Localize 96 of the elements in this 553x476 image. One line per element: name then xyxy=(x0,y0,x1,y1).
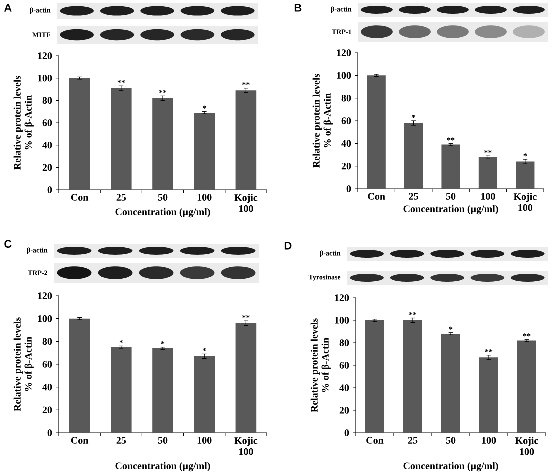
y-tick-label: 40 xyxy=(342,140,352,148)
y-tick-label: 80 xyxy=(342,94,352,102)
y-tick-label: 60 xyxy=(342,118,352,124)
y-tick-label: 20 xyxy=(42,164,52,172)
bar xyxy=(69,318,90,433)
annotation: * xyxy=(202,348,206,352)
x-axis-title: Concentration (µg/ml) xyxy=(116,208,210,218)
bar xyxy=(111,88,132,190)
x-tick-label: Kojic 100 xyxy=(516,437,538,456)
x-axis-title: Concentration (µg/ml) xyxy=(404,205,498,215)
y-tick-label: 0 xyxy=(346,186,352,192)
annotation: ** xyxy=(159,90,167,94)
bar xyxy=(480,358,499,433)
annotation: ** xyxy=(447,138,455,141)
y-tick-label: 20 xyxy=(342,162,352,170)
annotation: ** xyxy=(409,312,417,316)
x-tick-label: 25 xyxy=(116,437,126,444)
annotation: * xyxy=(524,154,528,157)
y-tick-label: 80 xyxy=(340,340,350,346)
y-tick-label: 100 xyxy=(38,315,52,322)
y-tick-label: 0 xyxy=(48,186,52,194)
bar xyxy=(518,340,537,433)
y-tick-label: 0 xyxy=(48,430,52,436)
annotation: * xyxy=(449,326,453,330)
x-tick-label: Kojic 100 xyxy=(514,193,537,212)
chart-title: C xyxy=(4,240,12,248)
y-tick-label: 100 xyxy=(38,74,52,82)
y-axis-title: Relative protein levels % of β-Actin xyxy=(312,74,333,168)
chart-title: D xyxy=(284,242,292,250)
x-tick-label: 50 xyxy=(158,437,168,444)
y-tick-label: 60 xyxy=(42,120,52,126)
annotation: * xyxy=(202,106,206,109)
annotation: * xyxy=(161,341,165,344)
bar xyxy=(236,323,257,433)
x-tick-label: Con xyxy=(366,437,384,444)
y-tick-label: 120 xyxy=(337,50,352,56)
y-tick-label: 120 xyxy=(38,292,52,300)
x-tick-label: 25 xyxy=(116,194,126,201)
bar xyxy=(366,320,385,433)
annotation: * xyxy=(412,115,416,118)
x-tick-label: Kojic 100 xyxy=(234,194,258,212)
y-tick-label: 120 xyxy=(38,52,52,60)
x-tick-label: 100 xyxy=(482,437,496,444)
annotation: ** xyxy=(523,334,531,337)
chart-title: A xyxy=(4,4,12,12)
y-tick-label: 40 xyxy=(42,142,52,149)
annotation: ** xyxy=(118,80,126,84)
x-tick-label: Con xyxy=(71,194,89,201)
y-tick-label: 60 xyxy=(42,361,52,368)
y-tick-label: 80 xyxy=(42,338,52,346)
bar xyxy=(194,356,215,433)
x-axis-title: Concentration (µg/ml) xyxy=(116,462,210,472)
bar xyxy=(152,98,174,190)
y-tick-label: 60 xyxy=(340,362,350,369)
y-tick-label: 20 xyxy=(340,407,350,414)
x-tick-label: Kojic 100 xyxy=(234,437,258,456)
x-tick-label: 50 xyxy=(446,437,456,444)
x-tick-label: 50 xyxy=(158,194,168,201)
annotation: ** xyxy=(484,150,492,154)
bar xyxy=(478,157,498,189)
bar xyxy=(404,320,423,433)
y-tick-label: 40 xyxy=(340,384,350,392)
bar xyxy=(516,162,535,189)
x-axis-title: Concentration (µg/ml) xyxy=(404,462,498,472)
annotation: * xyxy=(120,340,124,344)
x-tick-label: 25 xyxy=(408,437,418,444)
x-tick-label: 100 xyxy=(198,194,212,201)
y-tick-label: 100 xyxy=(335,317,350,324)
annotation: ** xyxy=(485,349,493,352)
y-tick-label: 0 xyxy=(344,430,350,436)
bar xyxy=(442,144,460,189)
y-axis-title: Relative protein levels % of β-Actin xyxy=(14,318,34,412)
x-tick-label: 25 xyxy=(409,193,418,200)
y-tick-label: 40 xyxy=(42,384,52,391)
bar xyxy=(152,348,174,433)
annotation: ** xyxy=(242,82,250,86)
bar xyxy=(111,347,132,433)
bar xyxy=(442,334,461,433)
y-tick-label: 80 xyxy=(42,97,52,104)
y-tick-label: 120 xyxy=(335,294,350,302)
bar xyxy=(367,76,386,189)
x-tick-label: 100 xyxy=(482,193,496,200)
bar xyxy=(404,123,424,189)
y-tick-label: 20 xyxy=(42,406,52,414)
bar xyxy=(194,112,215,190)
annotation: ** xyxy=(242,315,250,318)
x-tick-label: 50 xyxy=(446,193,456,200)
y-axis-title: Relative protein levels % of β-Actin xyxy=(310,318,331,412)
x-tick-label: Con xyxy=(368,193,386,200)
bar xyxy=(69,78,90,190)
x-tick-label: 100 xyxy=(198,437,212,444)
chart-title: B xyxy=(294,4,302,12)
y-axis-title: Relative protein levels % of β-Actin xyxy=(14,76,34,170)
x-tick-label: Con xyxy=(71,437,89,444)
y-tick-label: 100 xyxy=(337,72,352,80)
bar xyxy=(236,90,257,190)
